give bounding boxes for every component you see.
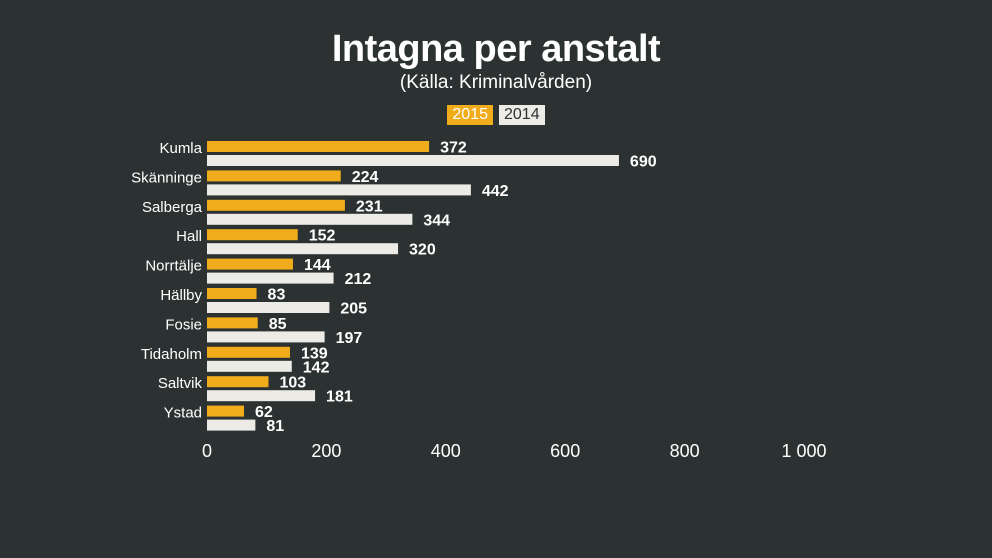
bar-2014: [207, 213, 413, 225]
category-label: Hall: [176, 228, 202, 245]
value-label-2015: 62: [255, 404, 273, 421]
value-label-2015: 139: [301, 345, 328, 362]
x-tick-label: 1 000: [781, 441, 826, 461]
category-label: Norrtälje: [145, 258, 202, 275]
value-label-2015: 152: [309, 228, 336, 245]
x-tick-label: 0: [202, 441, 212, 461]
value-label-2015: 144: [304, 257, 331, 274]
bar-2014: [207, 243, 399, 255]
bar-2014: [207, 302, 330, 313]
x-tick-label: 400: [431, 441, 461, 461]
value-label-2015: 83: [268, 287, 286, 304]
category-label: Fosie: [165, 316, 202, 333]
bar-2014: [207, 390, 316, 402]
x-tick-label: 800: [670, 441, 700, 461]
value-label-2014: 205: [340, 301, 367, 318]
value-label-2014: 197: [336, 330, 363, 347]
category-label: Tidaholm: [141, 346, 202, 363]
category-label: Skänninge: [131, 169, 202, 186]
x-tick-label: 600: [550, 441, 580, 461]
bar-2015: [207, 405, 245, 417]
bar-2015: [207, 258, 293, 270]
bar-2015: [207, 170, 341, 182]
bar-2015: [207, 288, 257, 299]
value-label-2014: 181: [326, 389, 353, 406]
x-tick-label: 200: [311, 441, 341, 461]
category-label: Saltvik: [158, 375, 203, 392]
bar-2014: [207, 272, 334, 284]
value-label-2014: 442: [482, 183, 509, 200]
bar-2015: [207, 199, 345, 211]
value-label-2015: 85: [269, 316, 287, 333]
value-label-2015: 103: [279, 375, 306, 392]
value-label-2015: 372: [440, 140, 467, 157]
bar-2015: [207, 317, 258, 329]
value-label-2015: 231: [356, 198, 383, 215]
chart-subtitle: (Källa: Kriminalvården): [399, 72, 593, 93]
value-label-2014: 344: [423, 212, 450, 229]
value-label-2014: 690: [630, 154, 657, 171]
bar-2015: [207, 229, 298, 241]
category-label: Hällby: [160, 287, 202, 304]
category-label: Ystad: [164, 405, 202, 422]
bar-2014: [207, 360, 292, 372]
value-label-2015: 224: [352, 169, 379, 186]
bar-2015: [207, 376, 269, 388]
category-label: Salberga: [142, 199, 203, 216]
bar-2015: [207, 141, 430, 152]
value-label-2014: 212: [345, 271, 372, 288]
value-label-2014: 81: [266, 418, 284, 435]
bar-2015: [207, 346, 290, 358]
value-label-2014: 142: [303, 359, 330, 376]
bar-2014: [207, 331, 325, 343]
bar-2014: [207, 184, 471, 196]
legend: 2015 2014: [0, 105, 992, 125]
chart-title: Intagna per anstalt: [331, 28, 661, 70]
legend-2015: 2015: [447, 105, 493, 125]
category-label: Kumla: [159, 140, 202, 157]
legend-2014: 2014: [499, 105, 545, 125]
bar-2014: [207, 155, 619, 166]
value-label-2014: 320: [409, 242, 436, 259]
bar-2014: [207, 419, 256, 431]
